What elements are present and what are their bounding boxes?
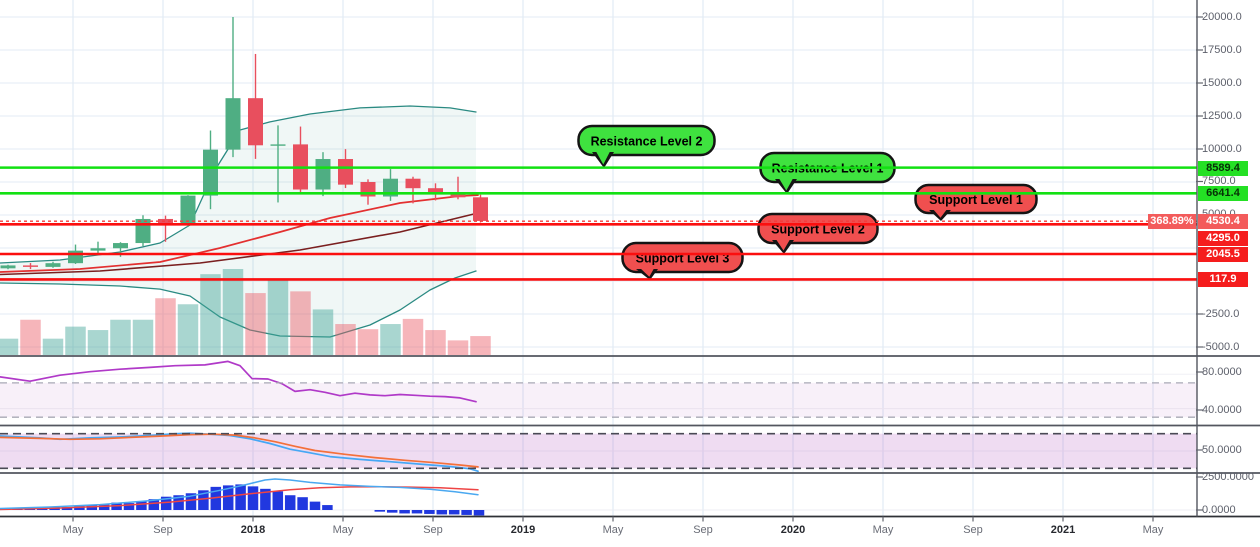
callout-support-level-1[interactable]: Support Level 1 [914,183,1038,221]
callout-tail-fill [639,267,655,277]
callout-tail-fill [778,177,794,191]
callout-resistance-level-1[interactable]: Resistance Level 1 [759,151,896,194]
callout-resistance-level-2[interactable]: Resistance Level 2 [577,124,716,168]
time-tick: 2021 [1050,524,1076,536]
time-tick: 2019 [510,524,536,536]
callout-tail-fill [775,238,791,251]
time-tick: 2018 [240,524,266,536]
levels-layer[interactable] [0,166,1197,281]
callout-tail-fill [932,208,948,218]
callout-support-level-3[interactable]: Support Level 3 [621,241,744,280]
time-tick: May [332,524,354,536]
grid-layer [0,0,1197,517]
callout-text: Support Level 1 [929,193,1023,207]
time-tick: Sep [693,524,713,536]
time-tick: May [1142,524,1164,536]
time-tick: Sep [963,524,983,536]
callout-tail-fill [595,150,611,165]
chrome-layer [0,0,1260,522]
time-tick: May [602,524,624,536]
time-tick: 2020 [780,524,806,536]
time-tick: May [62,524,84,536]
callout-text: Resistance Level 2 [591,135,703,149]
time-tick: Sep [153,524,173,536]
time-tick: Sep [423,524,443,536]
time-tick: May [872,524,894,536]
callout-text: Support Level 2 [771,223,865,237]
